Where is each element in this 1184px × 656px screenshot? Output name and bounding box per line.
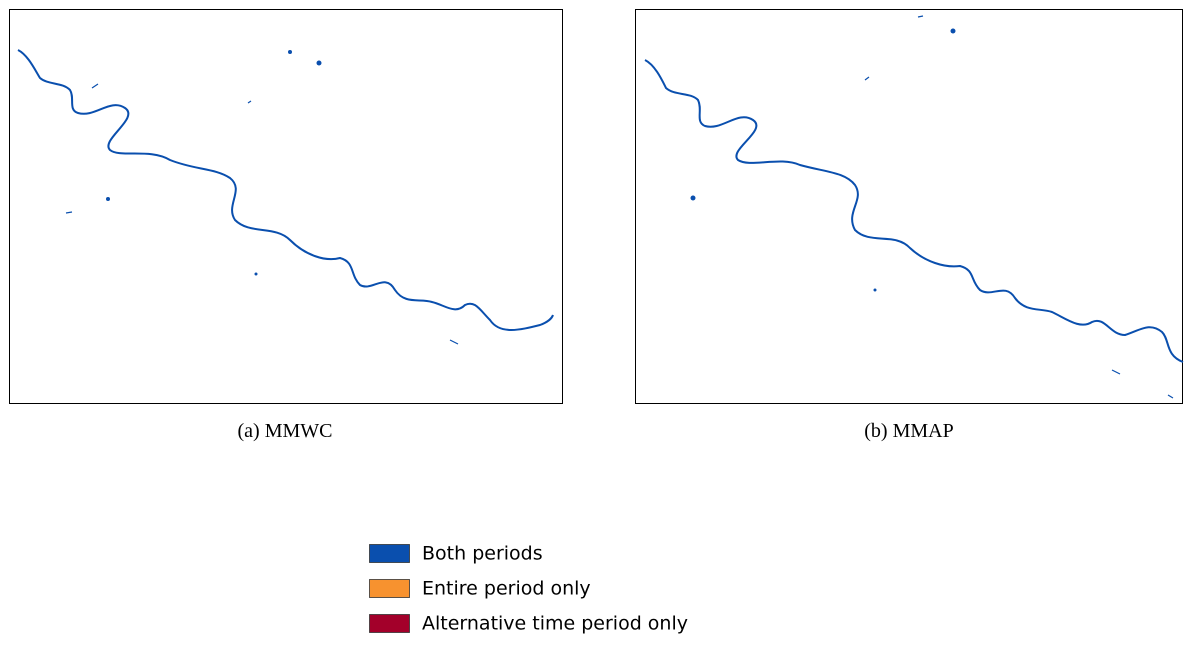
lake bbox=[317, 61, 322, 66]
legend-label: Entire period only bbox=[422, 578, 591, 600]
map-panel: (b) MMAP bbox=[636, 10, 1184, 443]
legend-label: Alternative time period only bbox=[422, 613, 688, 635]
map-frame bbox=[636, 10, 1183, 404]
legend-swatch bbox=[370, 545, 410, 563]
legend-swatch bbox=[370, 615, 410, 633]
figure: (a) MMWC (b) MMAP Both periods Entire per… bbox=[0, 0, 1184, 651]
map-frame bbox=[10, 10, 563, 404]
lake bbox=[951, 29, 956, 34]
lake bbox=[874, 289, 877, 292]
lake bbox=[691, 196, 696, 201]
legend: Both periods Entire period only Alternativ… bbox=[370, 543, 689, 635]
legend-label: Both periods bbox=[422, 543, 543, 565]
lake bbox=[288, 50, 292, 54]
map-panel: (a) MMWC bbox=[10, 10, 563, 443]
legend-swatch bbox=[370, 580, 410, 598]
lake bbox=[106, 197, 110, 201]
lake bbox=[255, 273, 258, 276]
panel-caption: (b) MMAP bbox=[864, 420, 953, 442]
panel-caption: (a) MMWC bbox=[238, 420, 333, 442]
